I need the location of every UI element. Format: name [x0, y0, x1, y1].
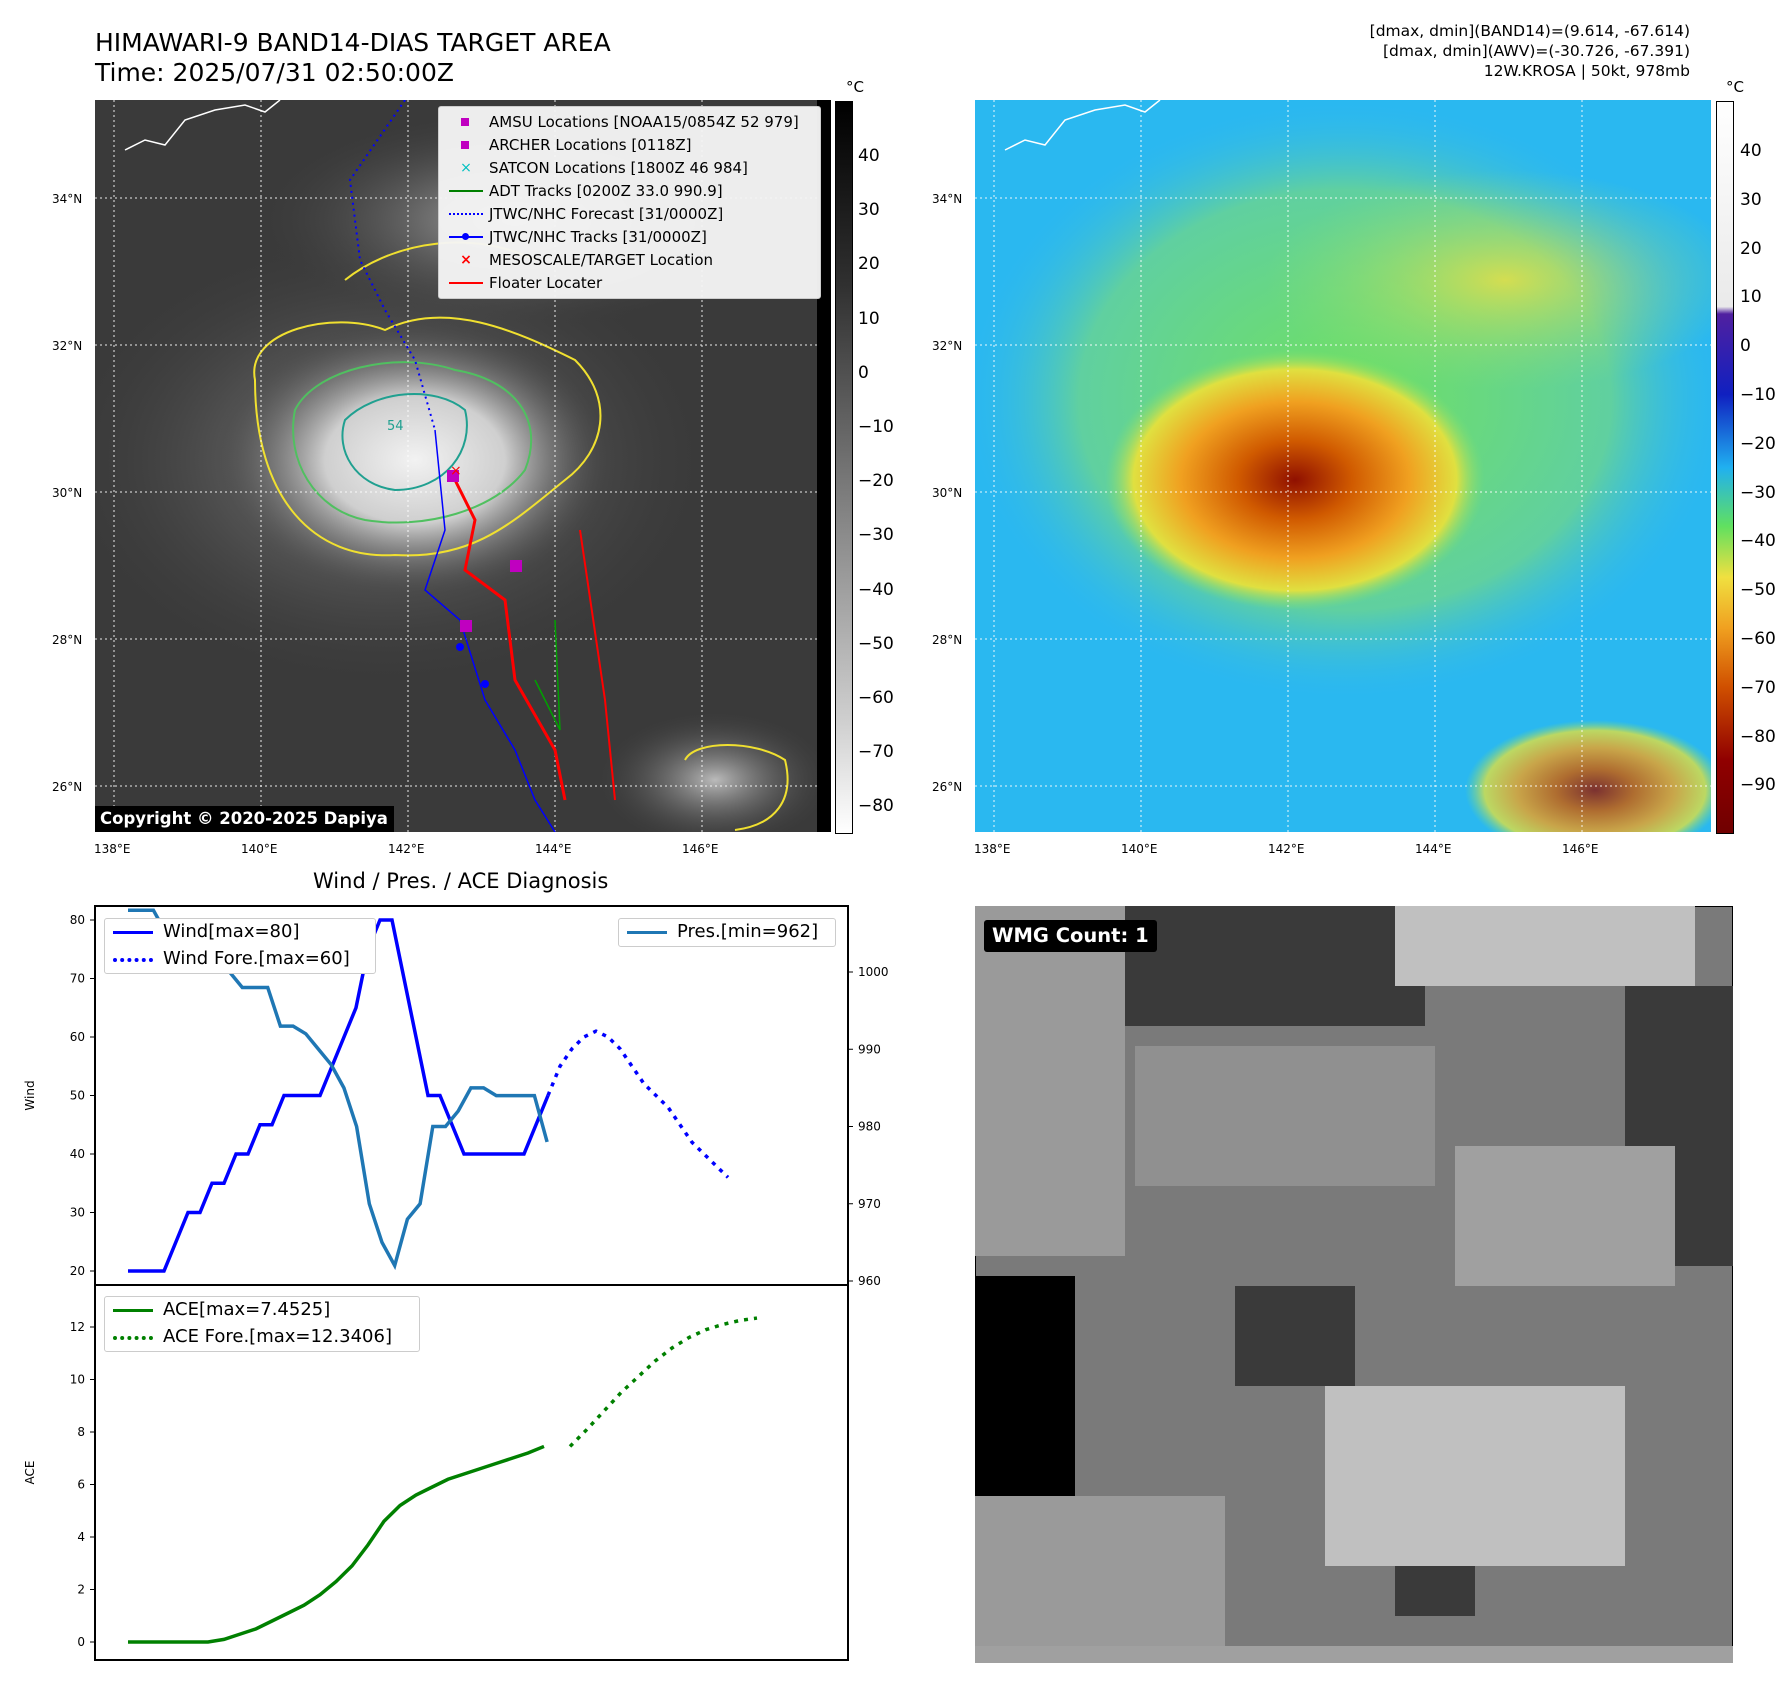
ace-line	[128, 1444, 545, 1644]
wind-axis-label: Wind	[23, 1080, 37, 1110]
colorbar-tick-label: −20	[1740, 433, 1776, 454]
info-dmax-awv: [dmax, dmin](AWV)=(-30.726, -67.391)	[1383, 42, 1690, 60]
lat-label: 30°N	[52, 486, 83, 500]
ace-tick-label: 10	[70, 1373, 85, 1387]
colorbar-tick-label: −10	[1740, 385, 1776, 405]
pressure-legend: Pres.[min=962]	[618, 918, 836, 947]
colorbar-tick-label: 10	[858, 308, 880, 329]
colorbar-tick-label: 30	[1740, 189, 1762, 210]
page-title: HIMAWARI-9 BAND14-DIAS TARGET AREA	[95, 28, 611, 57]
wmg-panel	[975, 906, 1733, 1663]
lat-label: 32°N	[52, 339, 83, 353]
lon-label: 144°E	[535, 842, 572, 856]
colorbar-tick-label: −80	[858, 796, 894, 817]
lon-label: 146°E	[682, 842, 719, 856]
ir-colorbar	[835, 101, 853, 834]
colorbar-tick-label: −40	[858, 579, 894, 600]
colorbar-tick-label: −50	[858, 633, 894, 654]
diagnosis-title: Wind / Pres. / ACE Diagnosis	[313, 869, 609, 893]
wind-forecast-line	[546, 1029, 730, 1179]
colorbar-tick-label: −70	[858, 742, 894, 763]
lat-label: 34°N	[932, 192, 963, 206]
colorbar-tick-label: −50	[1740, 580, 1776, 601]
ace-forecast-line	[568, 1316, 758, 1448]
colorbar-tick-label: −80	[1740, 726, 1776, 747]
colorbar-tick-label: 30	[858, 200, 880, 221]
ace-tick-label: 8	[77, 1425, 85, 1439]
wind-tick-label: 50	[70, 1089, 85, 1103]
colorbar-tick-label: 20	[1740, 238, 1762, 259]
lat-label: 28°N	[52, 633, 83, 647]
wind-tick-label: 30	[70, 1206, 85, 1220]
colorbar-tick-label: 10	[1740, 287, 1762, 308]
wind-legend: Wind[max=80] Wind Fore.[max=60]	[104, 918, 376, 974]
colorbar-unit: °C	[1726, 78, 1744, 96]
colorbar-tick-label: −90	[1740, 775, 1776, 796]
pressure-tick-label: 1000	[858, 965, 889, 979]
awv-satellite-map	[975, 100, 1711, 832]
wind-tick-label: 40	[70, 1147, 85, 1161]
ace-axis-label: ACE	[23, 1461, 37, 1485]
lat-label: 28°N	[932, 633, 963, 647]
colorbar-tick-label: −70	[1740, 677, 1776, 698]
pressure-tick-label: 960	[858, 1274, 881, 1288]
wind-tick-label: 60	[70, 1030, 85, 1044]
ace-legend: ACE[max=7.4525] ACE Fore.[max=12.3406]	[104, 1296, 420, 1352]
lat-label: 26°N	[932, 780, 963, 794]
colorbar-tick-label: 40	[1740, 141, 1762, 161]
lon-label: 140°E	[1121, 842, 1158, 856]
colorbar-tick-label: −60	[1740, 629, 1776, 649]
colorbar-tick-label: −20	[858, 471, 894, 492]
colorbar-tick-label: 40	[858, 146, 880, 166]
wind-tick-label: 20	[70, 1264, 85, 1278]
ace-tick-label: 0	[77, 1635, 85, 1649]
info-storm: 12W.KROSA | 50kt, 978mb	[1483, 62, 1690, 80]
lon-label: 144°E	[1415, 842, 1452, 856]
lon-label: 140°E	[241, 842, 278, 856]
wind-line	[128, 918, 550, 1273]
colorbar-tick-label: −40	[1740, 531, 1776, 552]
info-dmax-band14: [dmax, dmin](BAND14)=(9.614, -67.614)	[1369, 22, 1690, 40]
lon-label: 142°E	[1268, 842, 1305, 856]
lat-label: 34°N	[52, 192, 83, 206]
ace-tick-label: 4	[77, 1530, 85, 1544]
copyright-label: Copyright © 2020-2025 Dapiya	[95, 806, 394, 832]
lat-label: 26°N	[52, 780, 83, 794]
colorbar-tick-label: −30	[1740, 482, 1776, 503]
pressure-tick-label: 990	[858, 1042, 881, 1056]
ace-tick-label: 2	[77, 1583, 85, 1597]
lon-label: 142°E	[388, 842, 425, 856]
colorbar-tick-label: 20	[858, 254, 880, 275]
colorbar-tick-label: −30	[858, 525, 894, 546]
pressure-tick-label: 980	[858, 1120, 881, 1134]
page-subtitle-time: Time: 2025/07/31 02:50:00Z	[95, 58, 454, 87]
svg-text:×: ×	[450, 463, 462, 479]
colorbar-tick-label: 0	[858, 362, 869, 383]
lat-label: 30°N	[932, 486, 963, 500]
map-legend: AMSU Locations [NOAA15/0854Z 52 979] ARC…	[438, 106, 821, 299]
awv-colorbar	[1716, 101, 1734, 834]
colorbar-tick-label: 0	[1740, 336, 1751, 357]
colorbar-tick-label: −60	[858, 688, 894, 708]
colorbar-tick-label: −10	[858, 417, 894, 437]
wind-tick-label: 70	[70, 972, 85, 986]
wind-tick-label: 80	[70, 913, 85, 927]
lon-label: 138°E	[974, 842, 1011, 856]
lon-label: 146°E	[1562, 842, 1599, 856]
colorbar-unit: °C	[846, 78, 864, 96]
pressure-tick-label: 970	[858, 1197, 881, 1211]
lon-label: 138°E	[94, 842, 131, 856]
diagnosis-chart: 20 30 40 50 60 70 80 960 970 980 990 1000 0 2 4 6 8 10 12 W…	[23, 905, 889, 1661]
contour-label: 54	[387, 419, 404, 434]
ace-tick-label: 12	[70, 1320, 85, 1334]
wmg-count-badge: WMG Count: 1	[984, 920, 1157, 952]
lat-label: 32°N	[932, 339, 963, 353]
plot-frame	[94, 905, 849, 1661]
ace-tick-label: 6	[77, 1478, 85, 1492]
